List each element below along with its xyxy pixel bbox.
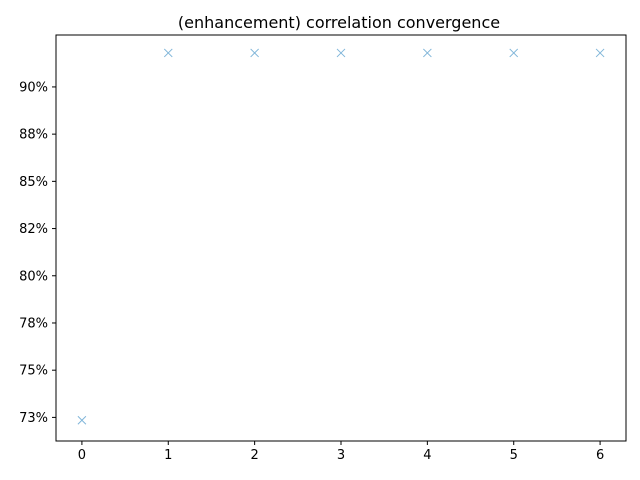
x-axis: 0 1 2 3 4 5 6 [78, 441, 604, 463]
x-tick-label: 4 [423, 448, 431, 463]
data-point [595, 48, 605, 58]
x-tick-label: 6 [596, 448, 604, 463]
y-tick-label: 85% [19, 175, 48, 190]
y-tick-label: 90% [19, 80, 48, 95]
data-point [163, 48, 173, 58]
y-tick-label: 75% [19, 364, 48, 379]
y-tick-label: 78% [19, 316, 48, 331]
data-point [509, 48, 519, 58]
x-tick-label: 5 [510, 448, 518, 463]
plot-area [55, 34, 627, 442]
data-points [77, 48, 605, 425]
y-axis: 73% 75% 78% 80% 82% 85% 88% 90% [19, 80, 56, 426]
y-tick-label: 80% [19, 269, 48, 284]
data-point [77, 415, 87, 425]
y-tick-label: 82% [19, 222, 48, 237]
y-tick-label: 73% [19, 411, 48, 426]
data-point [250, 48, 259, 58]
chart-title: (enhancement) correlation convergence [178, 13, 500, 32]
x-tick-label: 2 [250, 448, 258, 463]
y-tick-label: 88% [19, 128, 48, 143]
x-tick-label: 3 [337, 448, 345, 463]
data-point [423, 48, 432, 58]
x-tick-label: 1 [164, 448, 172, 463]
data-point [336, 48, 346, 58]
x-tick-label: 0 [78, 448, 86, 463]
